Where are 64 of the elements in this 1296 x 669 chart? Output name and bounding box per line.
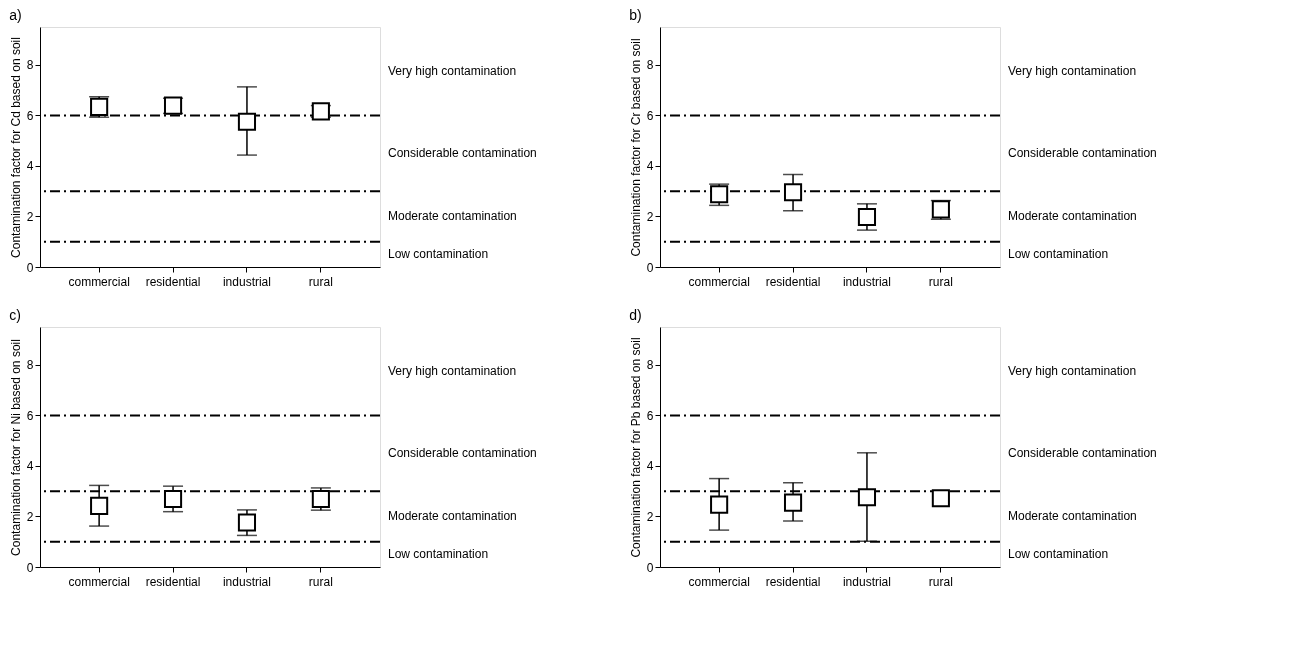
text: Very high contamination bbox=[388, 364, 517, 379]
y-tick-label: 0 bbox=[26, 560, 34, 575]
y-axis-title: Contamination factor for Cr based on soil bbox=[628, 38, 643, 257]
y-tick-label: 6 bbox=[26, 108, 34, 123]
y-tick-label: 0 bbox=[646, 560, 654, 575]
text: Low contamination bbox=[388, 247, 489, 262]
y-tick-label: 4 bbox=[646, 159, 654, 174]
y-tick-label: 4 bbox=[26, 459, 34, 474]
text: Considerable contamination bbox=[1008, 146, 1157, 161]
y-axis-title: Contamination factor for Pb based on soil bbox=[628, 337, 643, 558]
x-tick-label: industrial bbox=[842, 574, 891, 589]
y-tick-label: 6 bbox=[646, 108, 654, 123]
text: Considerable contamination bbox=[388, 446, 537, 461]
y-tick-label: 2 bbox=[646, 509, 654, 524]
y-axis-title: Contamination factor for Ni based on soil bbox=[8, 339, 23, 556]
y-tick-label: 4 bbox=[26, 159, 34, 174]
y-tick-label: 2 bbox=[26, 209, 34, 224]
text: Moderate contamination bbox=[388, 209, 517, 224]
x-tick-label: residential bbox=[145, 274, 201, 289]
x-tick-label: commercial bbox=[68, 574, 130, 589]
text: Considerable contamination bbox=[388, 146, 537, 161]
x-tick-label: commercial bbox=[68, 274, 130, 289]
text: Low contamination bbox=[1008, 547, 1109, 562]
x-tick-label: industrial bbox=[222, 574, 271, 589]
text: Moderate contamination bbox=[388, 509, 517, 524]
x-tick-label: rural bbox=[928, 574, 953, 589]
x-tick-label: rural bbox=[308, 274, 333, 289]
y-tick-label: 0 bbox=[646, 260, 654, 275]
x-tick-label: commercial bbox=[688, 274, 750, 289]
y-tick-label: 8 bbox=[646, 358, 654, 373]
text: Low contamination bbox=[1008, 247, 1109, 262]
x-tick-label: industrial bbox=[842, 274, 891, 289]
point bbox=[237, 112, 257, 131]
text: Considerable contamination bbox=[1008, 446, 1157, 461]
x-tick-label: commercial bbox=[688, 574, 750, 589]
x-tick-label: residential bbox=[765, 274, 821, 289]
y-tick-label: 8 bbox=[26, 58, 34, 73]
chart-title: b) bbox=[629, 7, 642, 23]
text: Very high contamination bbox=[388, 64, 517, 79]
text: Moderate contamination bbox=[1008, 209, 1137, 224]
x-tick-label: rural bbox=[928, 274, 953, 289]
y-tick-label: 2 bbox=[26, 509, 34, 524]
y-tick-label: 8 bbox=[646, 58, 654, 73]
point bbox=[90, 496, 109, 515]
x-tick-label: residential bbox=[765, 574, 821, 589]
y-tick-label: 6 bbox=[646, 408, 654, 423]
text: Very high contamination bbox=[1008, 64, 1137, 79]
y-axis-title: Contamination factor for Cd based on soil bbox=[8, 37, 23, 258]
x-tick-label: industrial bbox=[222, 274, 271, 289]
y-tick-label: 0 bbox=[26, 260, 34, 275]
chart-title: d) bbox=[629, 307, 642, 323]
y-tick-label: 6 bbox=[26, 408, 34, 423]
x-tick-label: rural bbox=[308, 574, 333, 589]
text: Very high contamination bbox=[1008, 364, 1137, 379]
point bbox=[783, 183, 803, 202]
chart-title: c) bbox=[9, 307, 21, 323]
chart-title: a) bbox=[9, 7, 22, 23]
text: Moderate contamination bbox=[1008, 509, 1137, 524]
y-tick-label: 8 bbox=[26, 358, 34, 373]
text: Low contamination bbox=[388, 547, 489, 562]
x-tick-label: residential bbox=[145, 574, 201, 589]
y-tick-label: 4 bbox=[646, 459, 654, 474]
point bbox=[237, 513, 257, 532]
y-tick-label: 2 bbox=[646, 209, 654, 224]
